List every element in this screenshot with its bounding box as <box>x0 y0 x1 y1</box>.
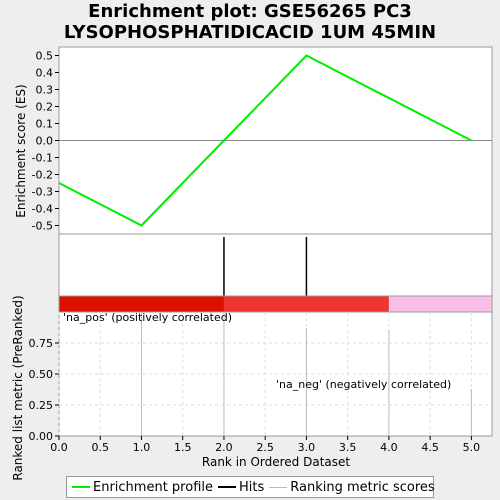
rank-axes: 0.75 0.50 0.25 0.000.0 0.5 1.0 1.5 2.0 2.5 3.0 3.5… <box>29 337 481 454</box>
legend-item-hits: Hits <box>218 480 264 495</box>
legend-item-ranking: Ranking metric scores <box>269 479 435 495</box>
rank-xtick-label: 4.0 <box>380 441 398 454</box>
es-ytick-label: -0.5 <box>32 220 53 233</box>
legend-swatch-ranking <box>269 486 288 488</box>
legend-swatch-profile <box>72 486 90 488</box>
es-ytick-label: 0.0 <box>36 135 54 148</box>
es-ytick-label: 0.3 <box>36 84 54 97</box>
rank-xtick-label: 3.0 <box>298 441 316 454</box>
hits-panel-frame <box>58 233 493 297</box>
rank-y-axis-label: Ranked list metric (PreRanked) <box>11 295 25 480</box>
hits-panel <box>58 233 493 297</box>
rank-xtick-label: 1.5 <box>174 441 192 454</box>
rank-ytick-label: 0.00 <box>29 430 54 443</box>
rank-ytick-label: 0.50 <box>29 368 54 381</box>
es-ytick-label: 0.5 <box>36 50 54 63</box>
rank-xtick-label: 0.0 <box>50 441 68 454</box>
es-y-axis-label: Enrichment score (ES) <box>14 84 28 217</box>
es-ytick-label: 0.4 <box>36 67 54 80</box>
enrichment-profile-line <box>58 54 472 227</box>
es-ytick-label: 0.2 <box>36 101 54 114</box>
band-segment-neg <box>388 296 492 312</box>
x-axis-label: Rank in Ordered Dataset <box>202 455 350 469</box>
rank-ytick-label: 0.75 <box>29 337 54 350</box>
rank-grid <box>58 311 493 437</box>
es-ytick-label: 0.1 <box>36 118 54 131</box>
legend-label-profile: Enrichment profile <box>93 479 213 495</box>
rank-xtick-label: 5.0 <box>463 441 481 454</box>
legend-swatch-hits <box>218 486 236 488</box>
color-band <box>58 295 493 313</box>
pos-correlated-label: 'na_pos' (positively correlated) <box>63 311 232 324</box>
es-ytick-label: -0.1 <box>32 152 53 165</box>
es-ytick-label: -0.3 <box>32 186 53 199</box>
rank-bars <box>140 312 472 436</box>
es-line-group <box>58 54 472 227</box>
legend-label-ranking: Ranking metric scores <box>290 479 435 495</box>
es-ytick-label: -0.4 <box>32 203 53 216</box>
rank-xtick-label: 1.0 <box>133 441 151 454</box>
chart-title-line-1: Enrichment plot: GSE56265 PC3 <box>88 1 412 22</box>
rank-ytick-label: 0.25 <box>29 399 54 412</box>
band-segment-pos <box>59 296 224 312</box>
es-axes: 0.5 0.4 0.3 0.2 0.1 0.0 -0.1 -0.2 -0.3 -0.4 -0.5 <box>32 46 493 235</box>
rank-xtick-label: 2.0 <box>215 441 233 454</box>
legend: Enrichment profile Hits Ranking metric s… <box>66 476 435 498</box>
rank-xtick-label: 2.5 <box>256 441 274 454</box>
chart-title-line-2: LYSOPHOSPHATIDICACID 1UM 45MIN <box>63 22 437 43</box>
neg-correlated-label: 'na_neg' (negatively correlated) <box>276 378 451 391</box>
legend-label-hits: Hits <box>239 479 265 495</box>
legend-item-profile: Enrichment profile <box>72 480 213 495</box>
rank-xtick-label: 4.5 <box>421 441 439 454</box>
band-segment-mid <box>223 296 389 312</box>
chart-title: Enrichment plot: GSE56265 PC3 LYSOPHOSPH… <box>0 1 500 43</box>
rank-xtick-label: 0.5 <box>91 441 109 454</box>
rank-xtick-label: 3.5 <box>339 441 357 454</box>
es-ytick-label: -0.2 <box>32 169 53 182</box>
